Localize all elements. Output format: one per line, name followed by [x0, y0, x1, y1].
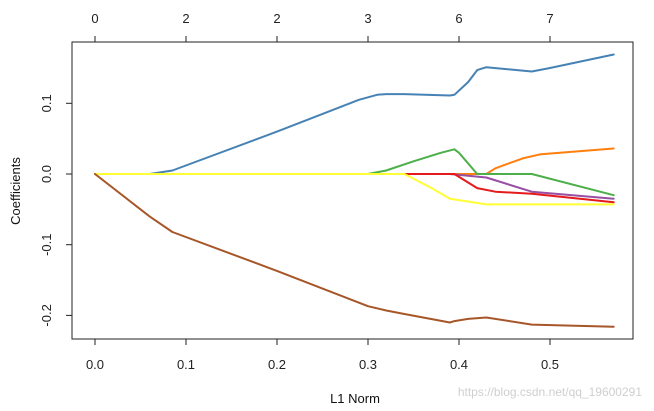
y-axis: -0.2 -0.1 0.0 0.1	[39, 94, 73, 327]
watermark: https://blog.csdn.net/qq_19600291	[458, 385, 642, 399]
y-tick-label: -0.2	[39, 304, 54, 326]
top-tick-label: 7	[546, 11, 553, 26]
top-tick-label: 0	[91, 11, 98, 26]
x-tick-label: 0.2	[268, 357, 286, 372]
series-line-7	[94, 173, 615, 328]
series-line-3	[94, 148, 615, 197]
y-tick-label: 0.0	[39, 165, 54, 183]
top-tick-label: 6	[455, 11, 462, 26]
series-line-1	[94, 53, 615, 175]
top-tick-label: 3	[364, 11, 371, 26]
x-axis: 0.0 0.1 0.2 0.3 0.4 0.5	[86, 338, 559, 372]
y-tick-label: -0.1	[39, 233, 54, 255]
x-tick-label: 0.4	[450, 357, 468, 372]
x-tick-label: 0.0	[86, 357, 104, 372]
top-tick-label: 2	[273, 11, 280, 26]
x-tick-label: 0.3	[359, 357, 377, 372]
y-tick-label: 0.1	[39, 94, 54, 112]
top-axis: 0 2 2 3 6 7	[91, 11, 554, 43]
x-tick-label: 0.1	[177, 357, 195, 372]
plot-box	[71, 41, 634, 340]
series-line-5	[94, 173, 615, 204]
y-axis-title: Coefficients	[8, 157, 23, 225]
series-line-6	[94, 173, 615, 206]
plot-frame	[71, 41, 634, 340]
series-lines	[94, 53, 615, 328]
x-axis-title: L1 Norm	[330, 391, 380, 406]
top-tick-label: 2	[182, 11, 189, 26]
x-tick-label: 0.5	[541, 357, 559, 372]
